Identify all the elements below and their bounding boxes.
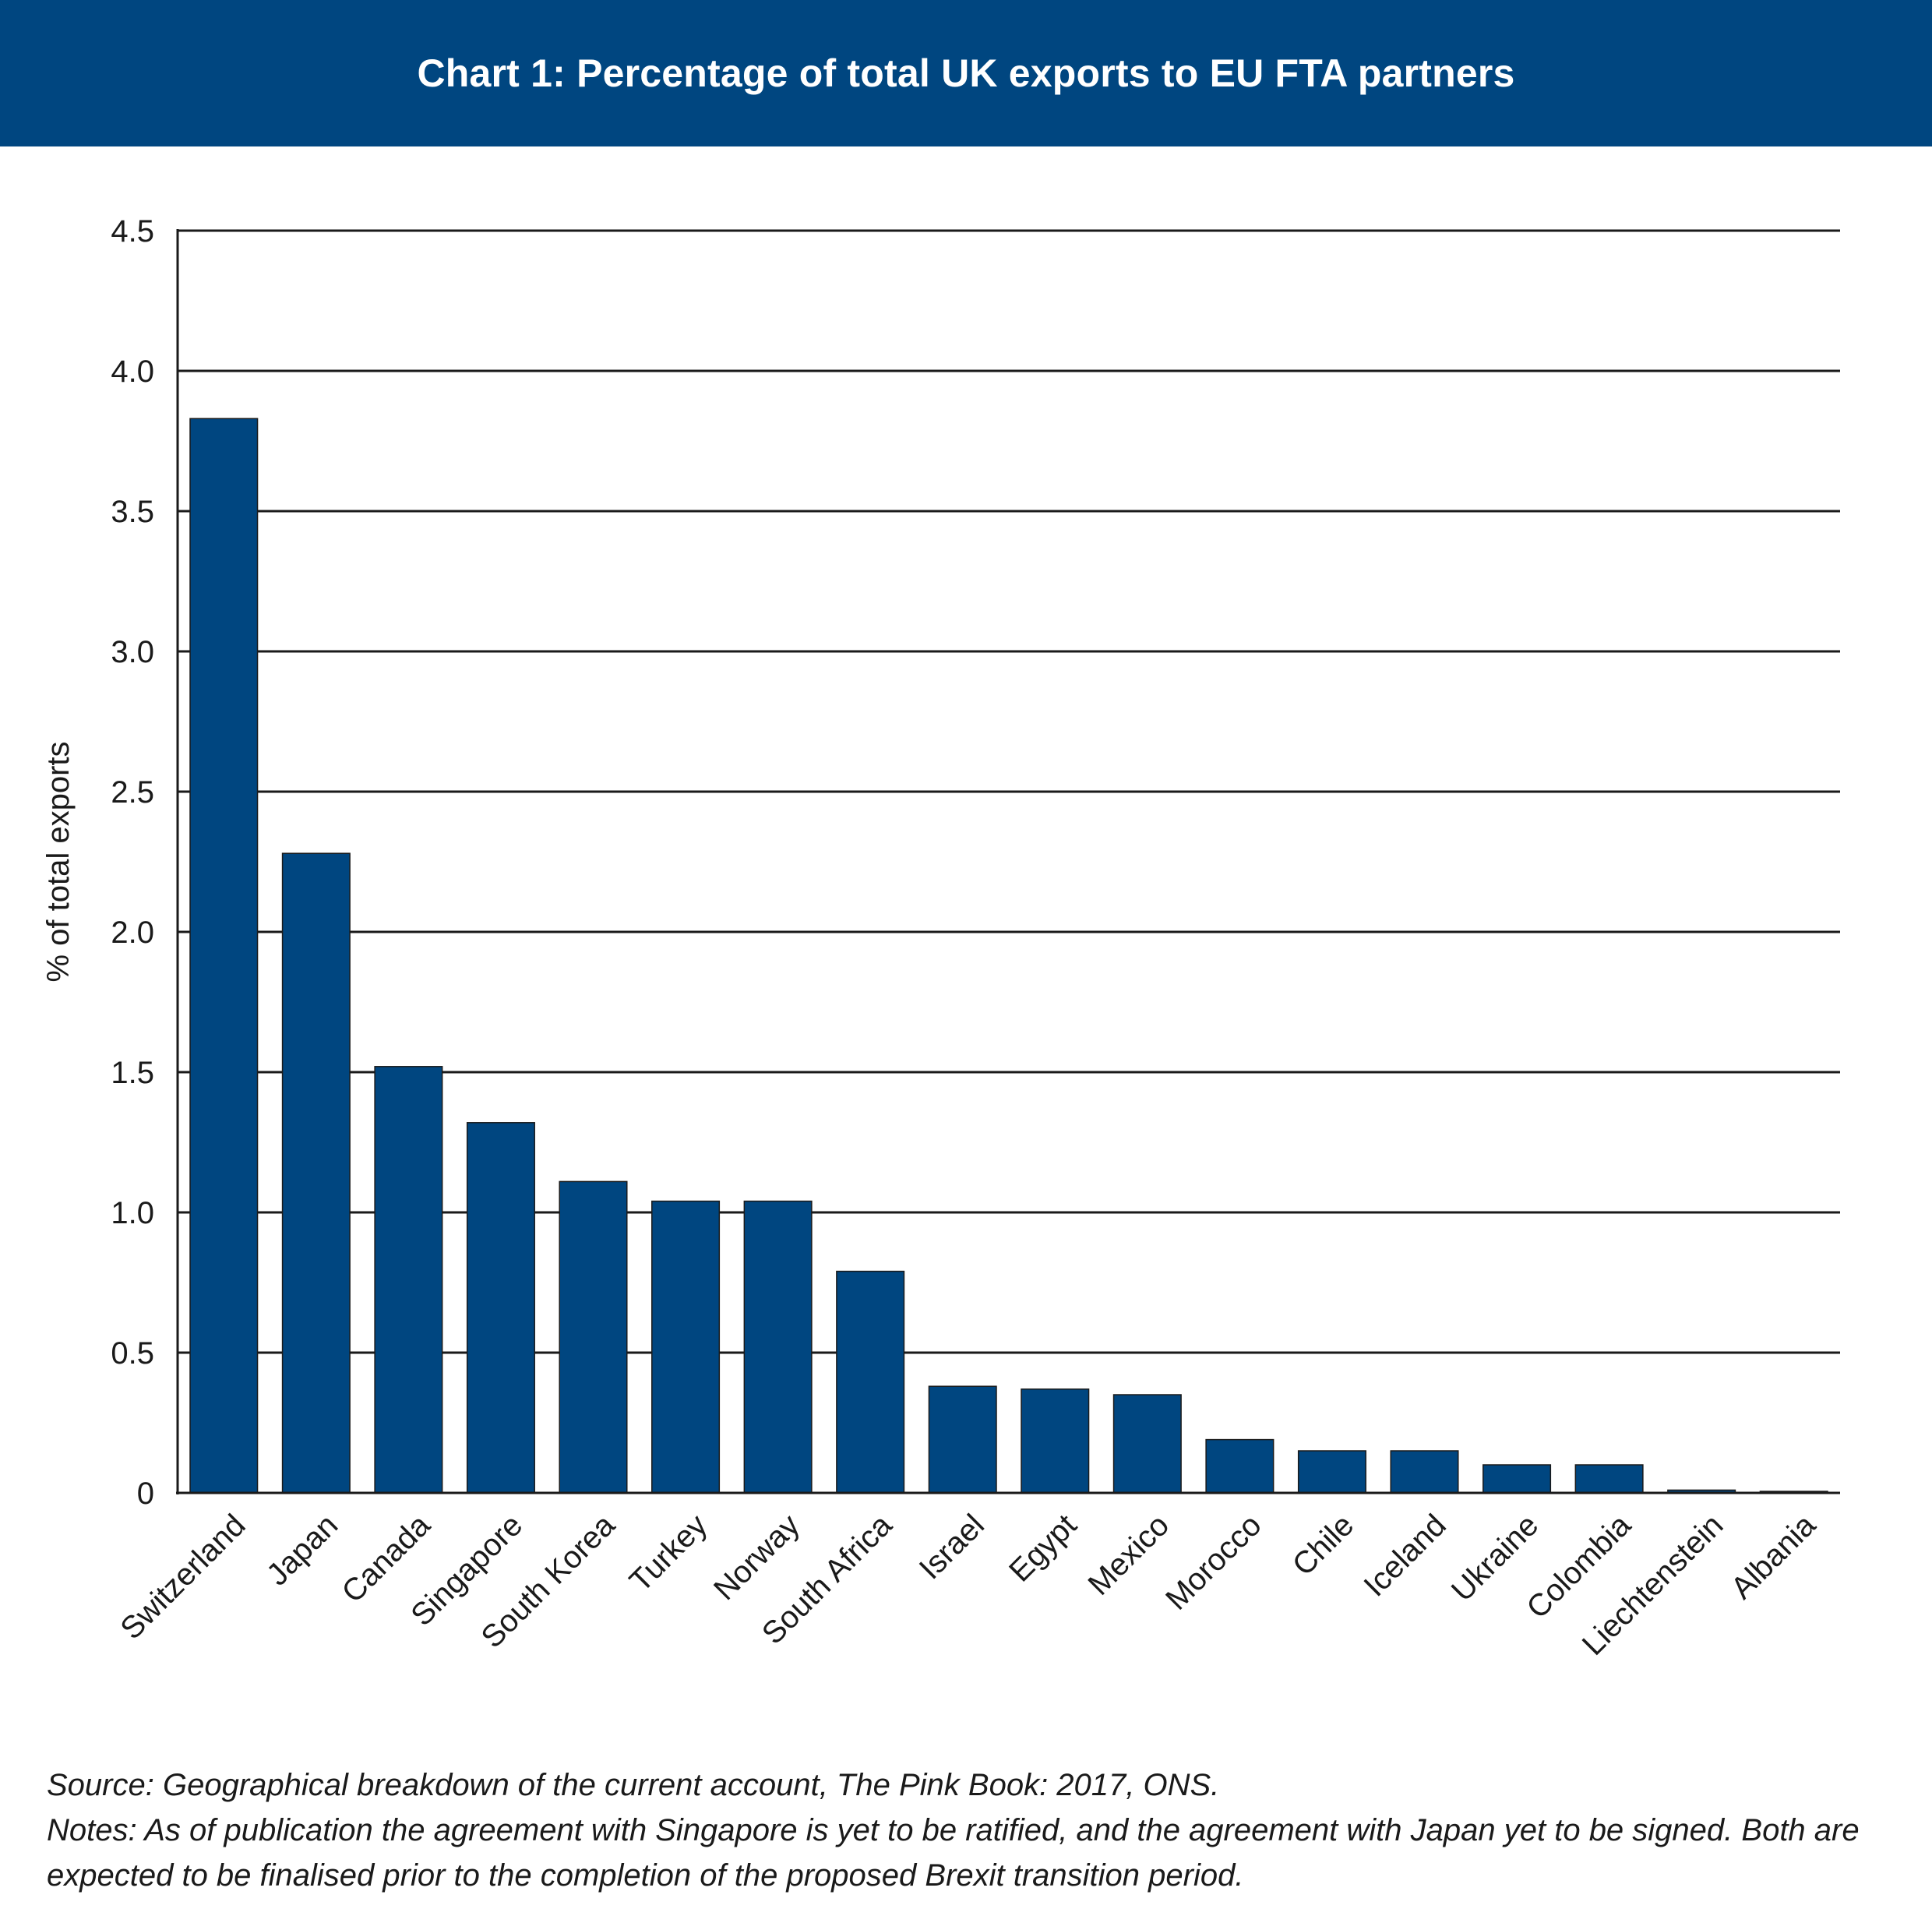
x-tick-label: Chile	[1286, 1508, 1361, 1583]
y-axis-label: % of total exports	[41, 741, 76, 982]
x-tick-label: Switzerland	[114, 1508, 252, 1646]
x-tick-label: Egypt	[1003, 1508, 1083, 1588]
chart-header: Chart 1: Percentage of total UK exports …	[0, 0, 1932, 146]
y-tick-label: 1.0	[111, 1196, 154, 1230]
y-tick-label: 1.5	[111, 1056, 154, 1090]
bar-japan	[281, 852, 351, 1494]
x-tick-label: Japan	[260, 1508, 344, 1592]
y-tick-label: 3.0	[111, 635, 154, 669]
source-note: Source: Geographical breakdown of the cu…	[47, 1768, 1220, 1802]
bar-morocco	[1205, 1438, 1274, 1494]
notes-text: Notes: As of publication the agreement w…	[47, 1813, 1860, 1893]
x-tick-label: Mexico	[1081, 1508, 1176, 1602]
bar-south-korea	[559, 1180, 628, 1494]
bar-iceland	[1390, 1450, 1459, 1494]
bar-colombia	[1574, 1464, 1644, 1494]
y-tick-label: 0.5	[111, 1336, 154, 1371]
bar-singapore	[466, 1122, 535, 1494]
x-tick-label: Albania	[1725, 1508, 1823, 1606]
x-tick-label: Turkey	[623, 1508, 714, 1599]
y-tick-label: 3.5	[111, 495, 154, 529]
y-tick-label: 0	[137, 1477, 154, 1511]
bar-canada	[374, 1066, 443, 1494]
bar-turkey	[651, 1200, 721, 1494]
x-tick-label: Israel	[913, 1508, 991, 1586]
chart-title: Chart 1: Percentage of total UK exports …	[417, 51, 1515, 95]
bar-ukraine	[1482, 1464, 1552, 1494]
bar-egypt	[1021, 1388, 1090, 1494]
x-tick-label: Morocco	[1159, 1508, 1268, 1617]
bar-south-africa	[836, 1270, 905, 1494]
y-tick-label: 2.0	[111, 916, 154, 950]
x-tick-label: Iceland	[1358, 1508, 1453, 1603]
bar-chile	[1297, 1450, 1366, 1494]
bar-switzerland	[189, 418, 259, 1494]
y-tick-label: 4.5	[111, 214, 154, 249]
chart-footer: Source: Geographical breakdown of the cu…	[47, 1762, 1901, 1898]
bar-chart: 0 0.5 1.0 1.5 2.0 2.5 3.0 3.5 4.0 4.5 % of total e…	[41, 214, 1840, 1662]
bar-mexico	[1112, 1394, 1182, 1494]
y-tick-label: 2.5	[111, 775, 154, 810]
bar-israel	[928, 1385, 997, 1494]
bar-norway	[743, 1200, 813, 1494]
y-tick-label: 4.0	[111, 355, 154, 389]
